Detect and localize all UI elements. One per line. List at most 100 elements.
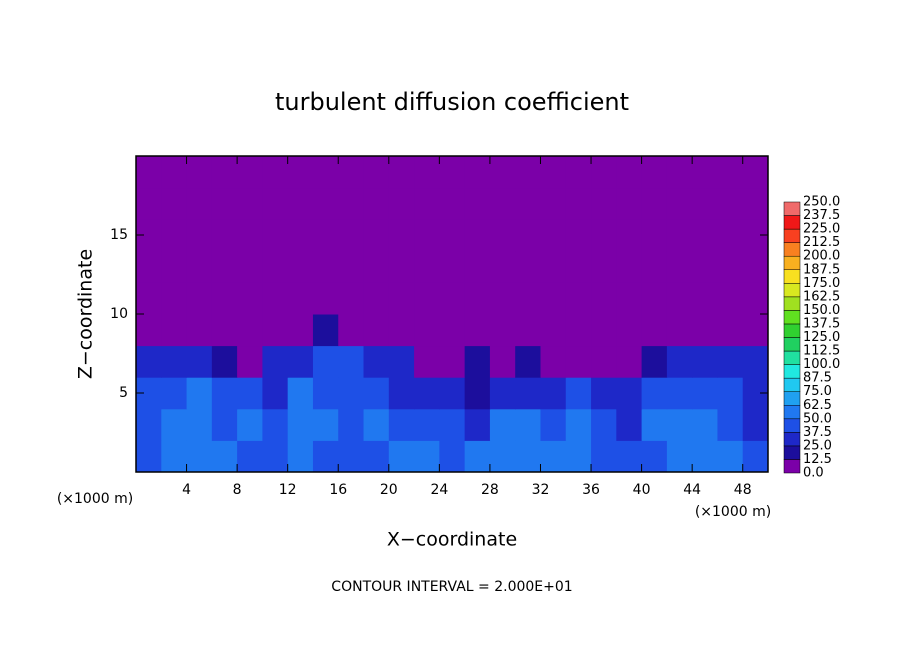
- field-cell: [414, 377, 440, 410]
- field-cell: [136, 314, 162, 347]
- field-cell: [237, 440, 263, 473]
- field-cell: [717, 440, 744, 473]
- field-cell: [717, 156, 744, 189]
- field-cell: [565, 408, 592, 441]
- field-cell: [186, 219, 213, 252]
- field-cell: [439, 156, 466, 189]
- field-cell: [717, 282, 744, 315]
- field-cell: [439, 440, 466, 473]
- field-cell: [489, 282, 516, 315]
- field-cell: [515, 345, 541, 378]
- y-unit: (×1000 m): [57, 491, 133, 507]
- colorbar-band: [783, 350, 801, 365]
- colorbar-band: [783, 269, 801, 284]
- field-cell: [616, 377, 643, 410]
- field-cell: [692, 187, 718, 220]
- field-cell: [237, 219, 263, 252]
- colorbar-band: [783, 405, 801, 420]
- field-cell: [388, 187, 415, 220]
- field-cell: [666, 187, 693, 220]
- field-cell: [666, 408, 693, 441]
- field-cell: [262, 345, 289, 378]
- field-cell: [692, 219, 718, 252]
- colorbar-label: 125.0: [803, 330, 840, 345]
- colorbar-band: [783, 255, 801, 271]
- colorbar-label: 237.5: [803, 208, 840, 223]
- field-cell: [363, 156, 390, 189]
- field-cell: [186, 408, 213, 441]
- field-cell: [388, 314, 415, 347]
- field-cell: [186, 314, 213, 347]
- field-cell: [565, 377, 592, 410]
- field-cell: [540, 156, 567, 189]
- field-cell: [464, 250, 491, 283]
- colorbar-band: [783, 242, 801, 257]
- field-cell: [262, 377, 289, 410]
- field-cell: [161, 440, 188, 473]
- field-cell: [338, 250, 365, 283]
- field-cell: [717, 314, 744, 347]
- field-cell: [616, 156, 643, 189]
- field-cell: [186, 345, 213, 378]
- field-cell: [591, 219, 617, 252]
- field-cell: [439, 282, 466, 315]
- field-cell: [312, 408, 339, 441]
- colorbar-label: 62.5: [803, 398, 832, 413]
- field-cell: [414, 408, 440, 441]
- field-cell: [464, 187, 491, 220]
- field-cell: [237, 408, 263, 441]
- field-cell: [616, 345, 643, 378]
- field-cell: [287, 156, 314, 189]
- field-cell: [439, 408, 466, 441]
- field-cell: [136, 250, 162, 283]
- field-cell: [616, 408, 643, 441]
- field-cell: [489, 314, 516, 347]
- field-cell: [161, 282, 188, 315]
- field-cell: [338, 314, 365, 347]
- field-cell: [237, 187, 263, 220]
- field-cell: [338, 377, 365, 410]
- field-cell: [262, 314, 289, 347]
- x-tick-label: 20: [380, 482, 398, 498]
- field-cell: [692, 282, 718, 315]
- field-cell: [211, 282, 238, 315]
- field-cell: [515, 377, 541, 410]
- field-cell: [414, 250, 440, 283]
- field-cell: [211, 250, 238, 283]
- colorbar-label: 50.0: [803, 411, 832, 426]
- field-cell: [540, 314, 567, 347]
- field-cell: [287, 219, 314, 252]
- field-cell: [439, 377, 466, 410]
- field-cell: [338, 219, 365, 252]
- field-cell: [565, 156, 592, 189]
- field-cell: [161, 377, 188, 410]
- field-cell: [641, 219, 668, 252]
- field-cell: [515, 187, 541, 220]
- field-cell: [641, 377, 668, 410]
- colorbar-label: 112.5: [803, 344, 840, 359]
- field-cell: [742, 408, 769, 441]
- colorbar-band: [783, 337, 801, 352]
- field-cell: [439, 187, 466, 220]
- field-cell: [591, 377, 617, 410]
- field-cell: [363, 282, 390, 315]
- field-cell: [262, 440, 289, 473]
- field-cell: [414, 282, 440, 315]
- colorbar-band: [783, 418, 801, 433]
- x-axis-label: X−coordinate: [387, 529, 517, 551]
- colorbar-label: 87.5: [803, 371, 832, 386]
- field-cell: [161, 408, 188, 441]
- field-cell: [742, 440, 769, 473]
- field-cell: [211, 156, 238, 189]
- field-cell: [262, 187, 289, 220]
- field-cell: [262, 250, 289, 283]
- field-cell: [287, 282, 314, 315]
- field-cell: [136, 440, 162, 473]
- field-cell: [312, 156, 339, 189]
- field-cell: [161, 156, 188, 189]
- field-cell: [540, 377, 567, 410]
- field-cell: [237, 282, 263, 315]
- field-cell: [237, 345, 263, 378]
- field-cell: [439, 345, 466, 378]
